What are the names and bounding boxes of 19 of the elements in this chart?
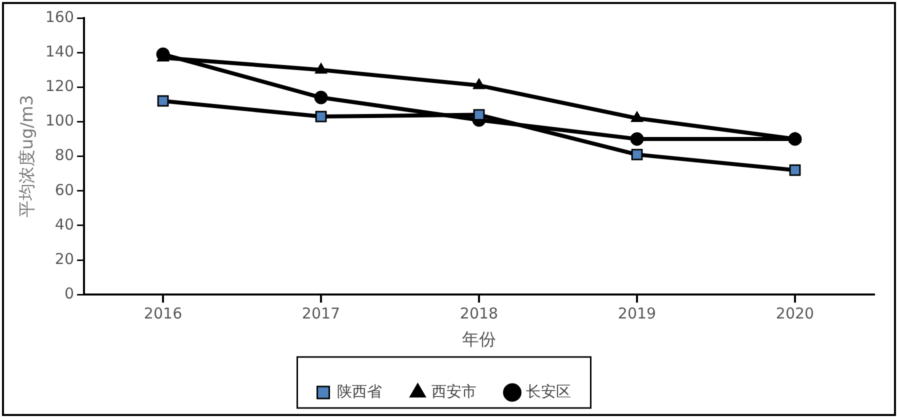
y-tick-label: 80 — [54, 146, 74, 164]
x-tick-label: 2018 — [460, 304, 498, 322]
x-tick-label: 2020 — [776, 304, 814, 322]
x-axis-title: 年份 — [462, 330, 496, 350]
y-tick-label: 160 — [45, 8, 74, 26]
legend-label: 陕西省 — [336, 382, 382, 400]
y-tick-label: 100 — [45, 112, 74, 130]
y-tick-label: 60 — [54, 180, 74, 199]
y-tick-label: 40 — [54, 215, 74, 234]
y-tick-label: 0 — [64, 284, 74, 302]
legend-label: 长安区 — [526, 382, 571, 400]
y-tick-label: 140 — [45, 42, 74, 60]
x-tick-label: 2017 — [302, 304, 340, 322]
y-tick-label: 20 — [54, 250, 74, 268]
y-tick-label: 120 — [45, 77, 74, 96]
x-tick-label: 2016 — [144, 304, 182, 322]
y-axis-title: 平均浓度ug/m3 — [18, 94, 38, 218]
legend-label: 西安市 — [431, 382, 476, 400]
x-tick-label: 2019 — [618, 304, 656, 322]
